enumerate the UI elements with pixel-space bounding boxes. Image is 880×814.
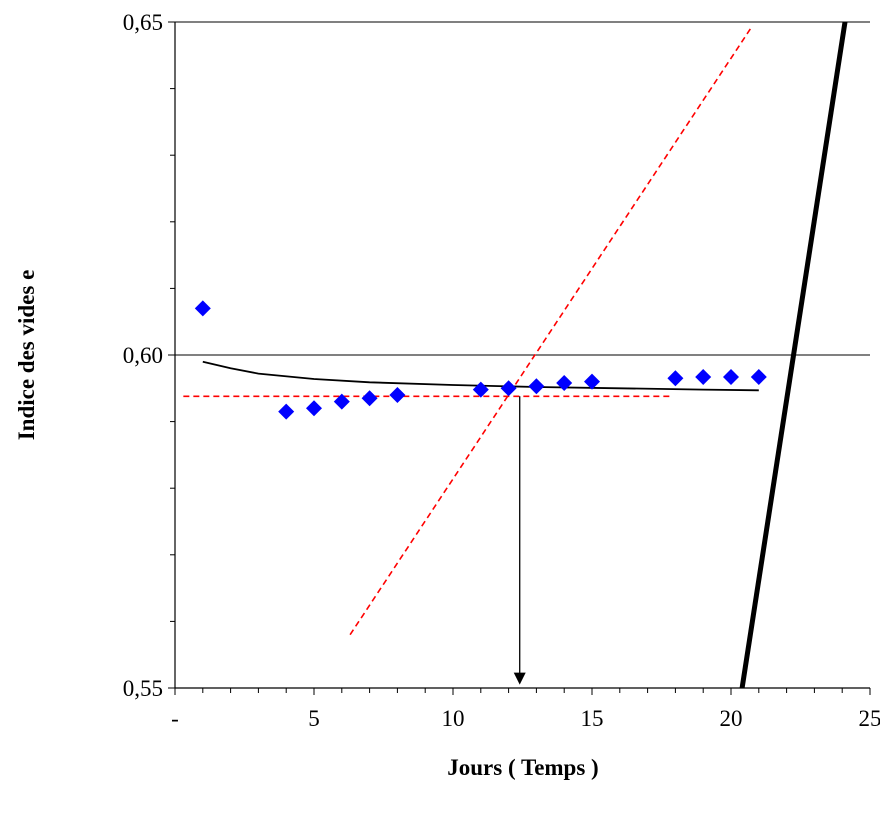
data-point bbox=[333, 393, 350, 410]
data-point bbox=[389, 386, 406, 403]
data-point bbox=[528, 378, 545, 395]
data-point bbox=[667, 370, 684, 387]
axis-ticks bbox=[168, 21, 871, 695]
data-point bbox=[695, 368, 712, 385]
data-point bbox=[194, 300, 211, 317]
x-tick-labels: - 5 10 15 20 25 bbox=[171, 706, 880, 731]
x-tick-label: 10 bbox=[442, 706, 465, 731]
y-tick-label: 0,55 bbox=[123, 676, 163, 701]
x-axis-title: Jours ( Temps ) bbox=[447, 755, 598, 780]
data-point bbox=[723, 368, 739, 385]
y-tick-label: 0,60 bbox=[123, 343, 163, 368]
data-point bbox=[556, 374, 573, 391]
x-tick-label: - bbox=[171, 706, 179, 731]
data-point bbox=[750, 368, 767, 385]
x-tick-label: 5 bbox=[308, 706, 320, 731]
trend-curve bbox=[202, 360, 759, 392]
data-point bbox=[278, 403, 295, 420]
y-tick-labels: 0,55 0,60 0,65 bbox=[123, 10, 163, 701]
data-point bbox=[361, 390, 378, 407]
arrow-head bbox=[513, 672, 526, 685]
x-tick-label: 15 bbox=[581, 706, 604, 731]
data-point bbox=[472, 381, 489, 398]
data-point bbox=[306, 400, 322, 417]
gridlines bbox=[175, 21, 870, 356]
thick-line bbox=[739, 21, 848, 689]
data-points bbox=[194, 300, 767, 420]
y-tick-label: 0,65 bbox=[123, 10, 163, 35]
oblique-dashed-line bbox=[349, 28, 752, 636]
y-axis-title: Indice des vides e bbox=[14, 270, 39, 441]
x-tick-label: 20 bbox=[720, 706, 743, 731]
series-layer bbox=[183, 21, 848, 689]
data-point bbox=[500, 380, 517, 397]
x-tick-label: 25 bbox=[859, 706, 880, 731]
data-point bbox=[584, 373, 600, 390]
